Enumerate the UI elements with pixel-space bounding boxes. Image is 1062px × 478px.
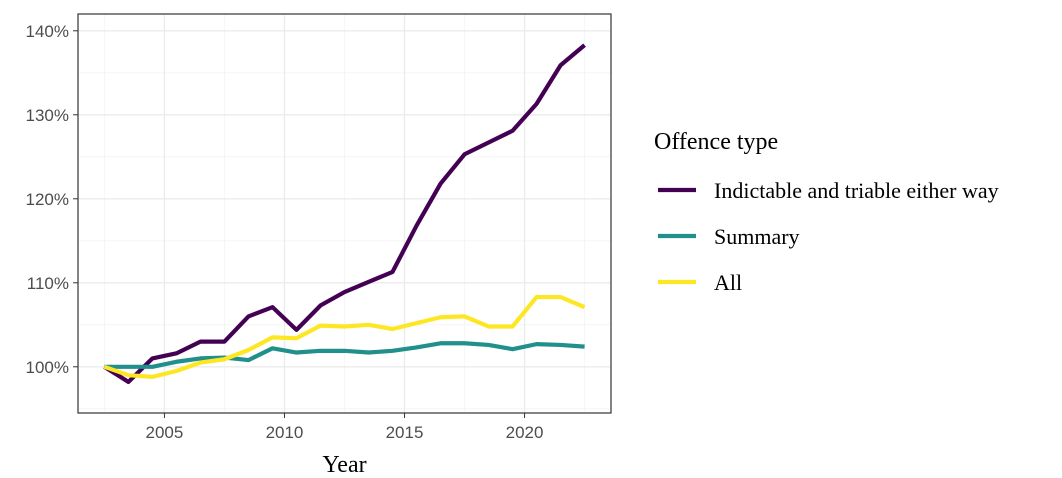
legend-items: Indictable and triable either way Summary… <box>658 178 999 295</box>
legend-label: Summary <box>714 224 800 249</box>
y-tick-label: 130% <box>26 106 69 125</box>
x-axis-ticks: 2005 2010 2015 2020 <box>146 413 544 442</box>
series-line-all <box>103 294 586 379</box>
x-tick-label: 2005 <box>146 423 184 442</box>
x-axis-title: Year <box>322 452 366 478</box>
y-tick-label: 110% <box>27 274 69 293</box>
y-axis-ticks: 100% 110% 120% 130% 140% <box>26 22 78 377</box>
plot-border <box>77 13 612 414</box>
series-line-indictable-and-triable-either-way <box>103 43 586 385</box>
legend-title: Offence type <box>654 129 778 155</box>
legend-label: Indictable and triable either way <box>714 178 999 203</box>
legend-label: All <box>714 270 742 295</box>
y-tick-label: 120% <box>26 190 69 209</box>
y-tick-label: 100% <box>26 358 69 377</box>
x-tick-label: 2020 <box>506 423 544 442</box>
y-tick-label: 140% <box>26 22 69 41</box>
x-tick-label: 2015 <box>386 423 424 442</box>
legend: Offence type Indictable and triable eith… <box>654 129 999 295</box>
series-lines <box>103 43 586 385</box>
series-line-summary <box>104 341 585 369</box>
x-tick-label: 2010 <box>266 423 304 442</box>
